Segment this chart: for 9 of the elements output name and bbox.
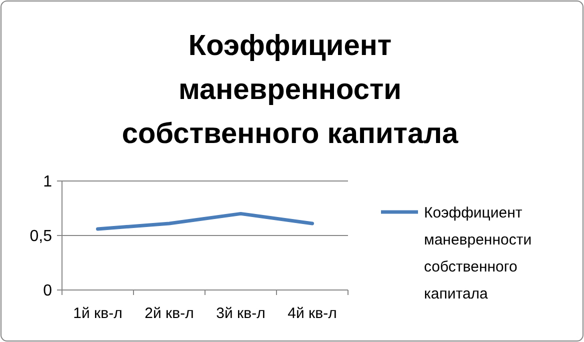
y-tick-label: 0,5 bbox=[30, 228, 52, 246]
y-tick-label: 1 bbox=[43, 174, 52, 191]
x-tick-label: 3й кв-л bbox=[216, 305, 266, 322]
chart-title: Коэффициент маневренности собственного капитала bbox=[122, 30, 460, 150]
x-tick-label: 2й кв-л bbox=[144, 305, 194, 322]
y-tick-label: 0 bbox=[43, 282, 52, 300]
legend-label: Коэффициент маневренности собственного капитала bbox=[424, 204, 532, 302]
x-tick-label: 1й кв-л bbox=[73, 305, 122, 322]
x-tick-label: 4й кв-л bbox=[288, 305, 337, 322]
